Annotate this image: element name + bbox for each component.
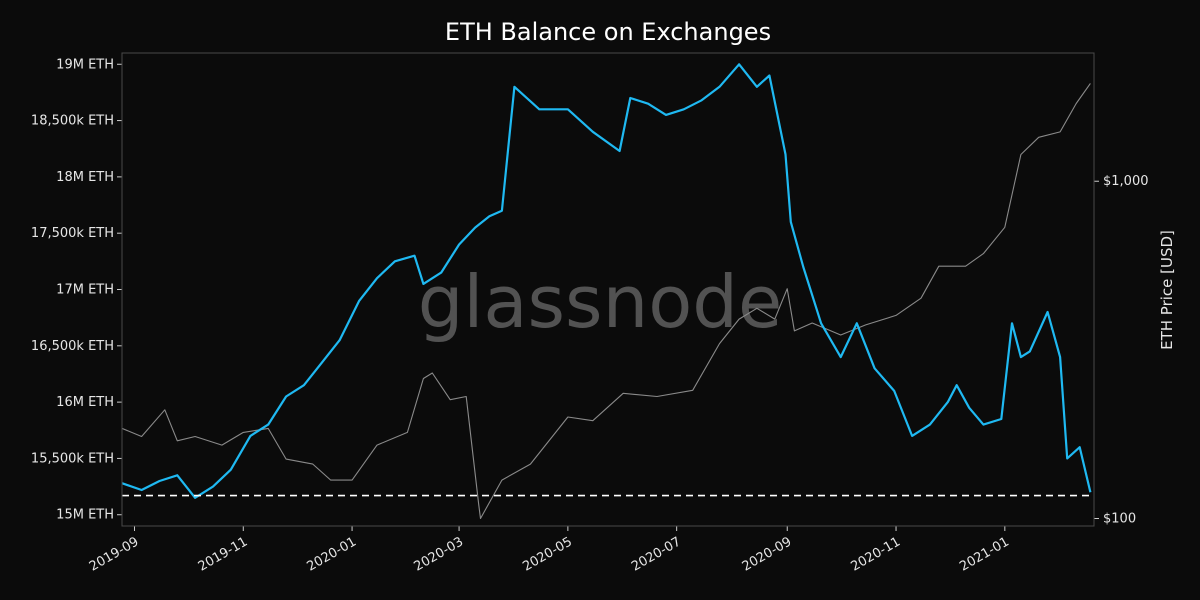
- right-axis: $100 $1,000: [1094, 174, 1149, 526]
- chart-title: ETH Balance on Exchanges: [445, 18, 771, 46]
- left-tick-label: 16M ETH: [56, 395, 114, 410]
- left-tick-label: 18M ETH: [56, 170, 114, 185]
- left-tick-label: 16,500k ETH: [31, 339, 114, 354]
- watermark-text: glassnode: [418, 260, 783, 344]
- left-tick-label: 17,500k ETH: [31, 226, 114, 241]
- right-axis-title: ETH Price [USD]: [1158, 230, 1176, 350]
- watermark: glassnode: [418, 260, 783, 344]
- series-layer: [121, 63, 1092, 520]
- left-tick-label: 19M ETH: [56, 57, 114, 72]
- left-tick-label: 18,500k ETH: [31, 114, 114, 129]
- eth-balance-line: [121, 63, 1092, 499]
- left-tick-label: 15M ETH: [56, 508, 114, 523]
- left-axis: 15M ETH 15,500k ETH 16M ETH 16,500k ETH 17M …: [31, 57, 122, 523]
- right-tick-label: $100: [1103, 511, 1136, 526]
- left-tick-label: 15,500k ETH: [31, 451, 114, 466]
- left-tick-label: 17M ETH: [56, 283, 114, 298]
- right-tick-label: $1,000: [1103, 174, 1149, 189]
- plot-frame: [121, 52, 1095, 527]
- eth-price-line: [121, 83, 1091, 520]
